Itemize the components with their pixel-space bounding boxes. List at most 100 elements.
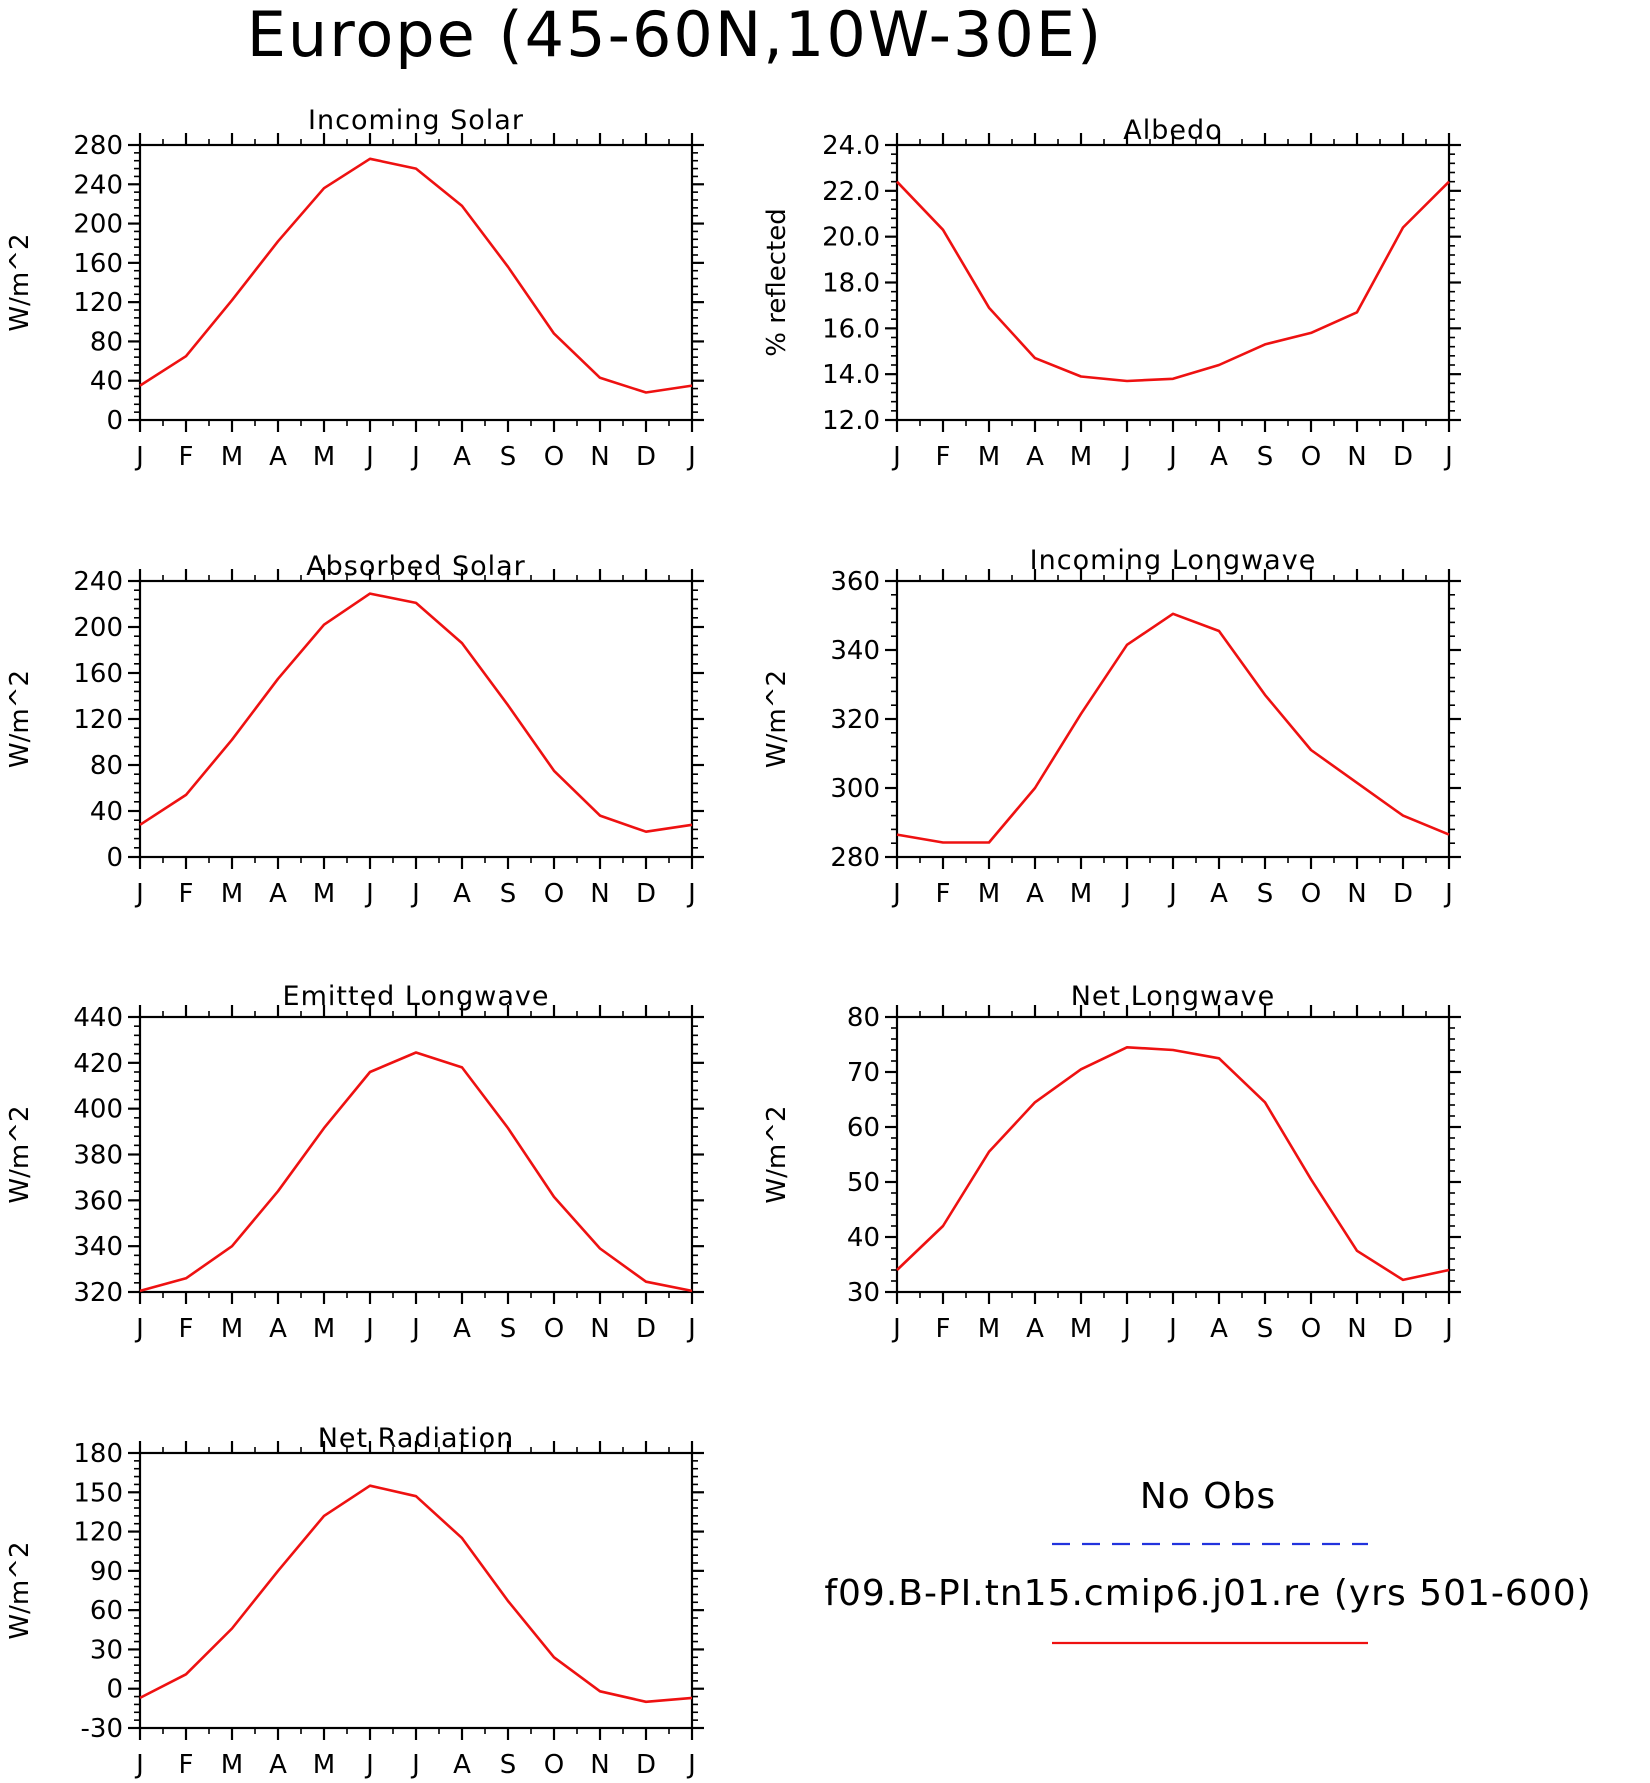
- y-axis-label: W/m^2: [762, 670, 792, 768]
- x-tick-label: F: [179, 879, 194, 909]
- x-tick-label: S: [500, 442, 517, 472]
- y-axis-label: W/m^2: [5, 1541, 35, 1639]
- x-tick-label: O: [1301, 1314, 1321, 1344]
- plot-frame: [895, 579, 1451, 859]
- y-tick-label: 0: [106, 1675, 123, 1705]
- y-tick-label: 22.0: [822, 177, 880, 207]
- x-tick-label: F: [936, 442, 951, 472]
- legend: No Obs f09.B-PI.tn15.cmip6.j01.re (yrs 5…: [824, 1476, 1591, 1645]
- x-tick-label: S: [500, 1314, 517, 1344]
- y-tick-label: 340: [830, 636, 880, 666]
- x-tick-label: J: [1121, 879, 1131, 909]
- x-tick-label: M: [313, 1750, 335, 1780]
- x-tick-label: O: [544, 879, 564, 909]
- y-tick-label: 120: [73, 705, 123, 735]
- x-tick-label: F: [179, 442, 194, 472]
- y-tick-label: 240: [73, 170, 123, 200]
- x-tick-label: M: [221, 1750, 243, 1780]
- x-tick-label: N: [590, 879, 609, 909]
- x-tick-label: J: [410, 442, 420, 472]
- series-line: [139, 1051, 693, 1293]
- x-tick-label: J: [1443, 442, 1453, 472]
- x-tick-label: J: [364, 879, 374, 909]
- x-tick-label: O: [544, 442, 564, 472]
- x-tick-label: D: [636, 442, 656, 472]
- y-tick-label: 90: [90, 1557, 123, 1587]
- y-tick-label: 240: [73, 567, 123, 597]
- series-line: [896, 180, 1450, 383]
- y-tick-label: 30: [90, 1635, 123, 1665]
- x-tick-label: M: [978, 442, 1000, 472]
- x-tick-label: M: [313, 442, 335, 472]
- x-tick-label: J: [1121, 442, 1131, 472]
- x-tick-label: N: [590, 442, 609, 472]
- y-tick-label: 50: [847, 1168, 880, 1198]
- x-tick-label: A: [1210, 879, 1228, 909]
- x-tick-label: D: [636, 1750, 656, 1780]
- x-tick-label: A: [269, 442, 287, 472]
- x-tick-label: J: [410, 1750, 420, 1780]
- x-tick-label: J: [364, 1314, 374, 1344]
- x-tick-label: J: [891, 442, 901, 472]
- x-tick-label: J: [134, 879, 144, 909]
- x-tick-label: J: [410, 1314, 420, 1344]
- x-tick-label: M: [978, 1314, 1000, 1344]
- x-tick-label: A: [453, 1314, 471, 1344]
- x-tick-label: N: [1347, 442, 1366, 472]
- x-tick-label: J: [1443, 1314, 1453, 1344]
- x-tick-label: M: [1070, 442, 1092, 472]
- x-tick-label: N: [590, 1750, 609, 1780]
- y-tick-label: 300: [830, 774, 880, 804]
- y-axis-label: W/m^2: [762, 1105, 792, 1203]
- x-tick-label: O: [1301, 442, 1321, 472]
- series-line: [139, 1484, 693, 1704]
- y-tick-label: 16.0: [822, 314, 880, 344]
- x-tick-label: A: [269, 1750, 287, 1780]
- x-tick-label: F: [179, 1750, 194, 1780]
- x-tick-label: A: [1210, 442, 1228, 472]
- y-tick-label: 400: [73, 1095, 123, 1125]
- plot-frame: [138, 1451, 694, 1730]
- plot-frame: [138, 1015, 694, 1294]
- y-tick-label: 80: [847, 1003, 880, 1033]
- x-tick-label: M: [221, 1314, 243, 1344]
- y-tick-label: 360: [830, 567, 880, 597]
- y-tick-label: 380: [73, 1141, 123, 1171]
- y-tick-label: 40: [90, 367, 123, 397]
- y-tick-label: 200: [73, 613, 123, 643]
- x-tick-label: J: [410, 879, 420, 909]
- y-tick-label: 320: [830, 705, 880, 735]
- plot-frame: [138, 143, 694, 422]
- x-tick-label: A: [1210, 1314, 1228, 1344]
- x-tick-label: F: [936, 879, 951, 909]
- y-tick-label: 60: [847, 1113, 880, 1143]
- y-tick-label: 30: [847, 1278, 880, 1308]
- y-tick-label: 40: [847, 1223, 880, 1253]
- legend-obs-label: No Obs: [1140, 1476, 1276, 1517]
- x-tick-label: J: [686, 442, 696, 472]
- x-tick-label: J: [1167, 442, 1177, 472]
- plot-frame: [895, 1015, 1451, 1294]
- x-tick-label: S: [1257, 879, 1274, 909]
- x-tick-label: N: [1347, 1314, 1366, 1344]
- legend-model-label: f09.B-PI.tn15.cmip6.j01.re (yrs 501-600): [824, 1573, 1591, 1614]
- y-tick-label: 440: [73, 1003, 123, 1033]
- x-tick-label: J: [891, 879, 901, 909]
- x-tick-label: S: [1257, 1314, 1274, 1344]
- y-tick-label: 150: [73, 1478, 123, 1508]
- y-tick-label: 420: [73, 1049, 123, 1079]
- x-tick-label: D: [1393, 879, 1413, 909]
- x-tick-label: A: [269, 1314, 287, 1344]
- x-tick-label: D: [1393, 442, 1413, 472]
- y-tick-label: 180: [73, 1439, 123, 1469]
- y-tick-label: -30: [81, 1714, 123, 1744]
- x-tick-label: N: [590, 1314, 609, 1344]
- x-tick-label: F: [936, 1314, 951, 1344]
